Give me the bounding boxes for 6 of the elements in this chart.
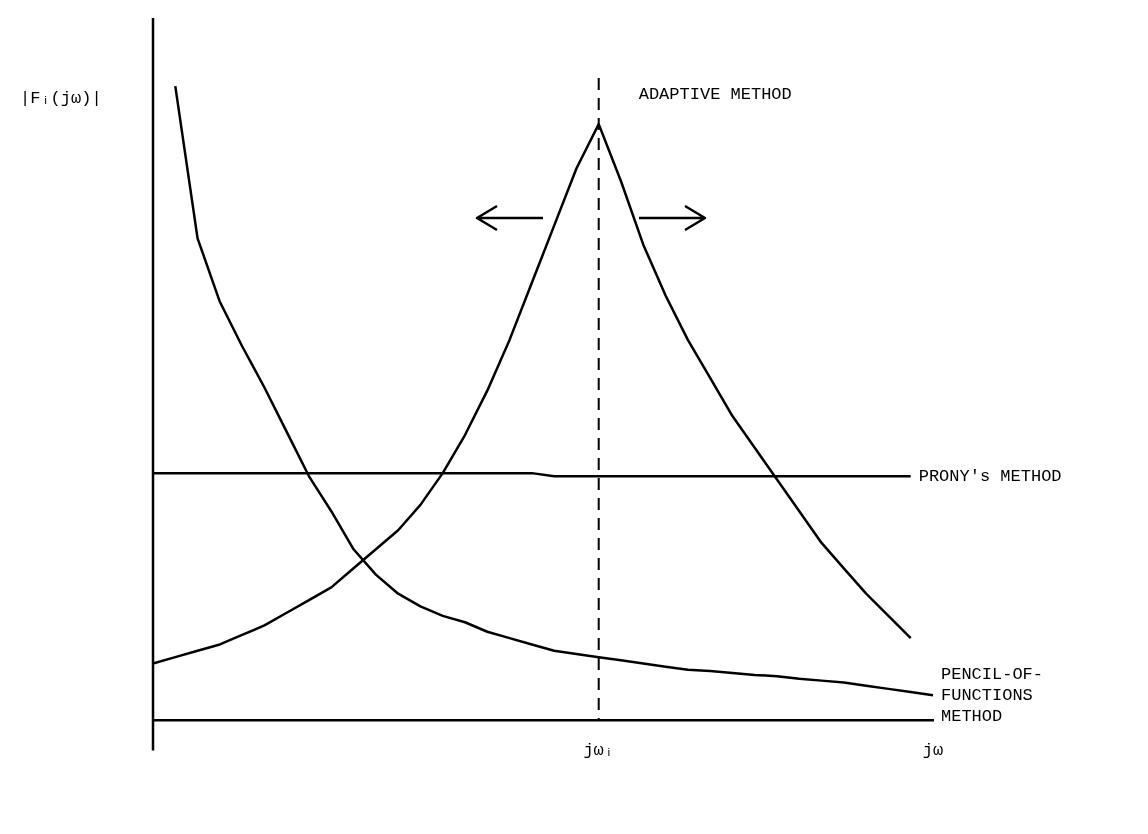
x-tick-label: jω — [922, 741, 944, 761]
x-tick-label: jωᵢ — [583, 741, 615, 761]
y-axis-title: |Fᵢ(jω)| — [20, 88, 102, 108]
series-label: PENCIL-OF-FUNCTIONS METHOD — [941, 664, 1044, 726]
text: ADAPTIVE METHOD — [638, 84, 792, 104]
series-label: PRONY's METHOD — [918, 466, 1062, 486]
